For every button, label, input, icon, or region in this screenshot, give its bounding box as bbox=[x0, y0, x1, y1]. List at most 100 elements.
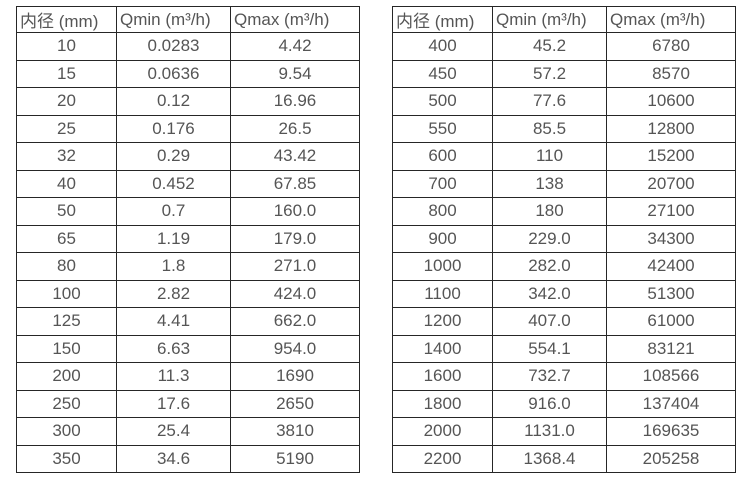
table-cell: 0.0636 bbox=[116, 59, 231, 88]
col-header-diameter: 内径 (mm) bbox=[392, 6, 493, 33]
table-cell: 250 bbox=[16, 389, 117, 418]
table-cell: 2000 bbox=[392, 417, 493, 446]
table-cell: 80 bbox=[16, 252, 117, 281]
col-header-qmax: Qmax (m³/h) bbox=[230, 6, 360, 33]
table-cell: 9.54 bbox=[230, 59, 360, 88]
table-cell: 450 bbox=[392, 59, 493, 88]
table-cell: 205258 bbox=[606, 444, 736, 473]
table-cell: 350 bbox=[16, 444, 117, 473]
table-row: 350 34.6 5190 bbox=[16, 444, 360, 473]
table-cell: 125 bbox=[16, 307, 117, 336]
table-cell: 1400 bbox=[392, 334, 493, 363]
table-cell: 25 bbox=[16, 114, 117, 143]
table-cell: 2200 bbox=[392, 444, 493, 473]
table-row: 80 1.8 271.0 bbox=[16, 252, 360, 281]
table-row: 2000 1131.0 169635 bbox=[392, 417, 736, 446]
table-cell: 954.0 bbox=[230, 334, 360, 363]
table-cell: 1800 bbox=[392, 389, 493, 418]
table-cell: 550 bbox=[392, 114, 493, 143]
flow-table-small-diameters: 内径 (mm) Qmin (m³/h) Qmax (m³/h) 10 0.0283… bbox=[16, 6, 360, 473]
table-cell: 4.42 bbox=[230, 32, 360, 61]
table-cell: 554.1 bbox=[492, 334, 607, 363]
table-cell: 17.6 bbox=[116, 389, 231, 418]
table-cell: 34300 bbox=[606, 224, 736, 253]
table-cell: 10600 bbox=[606, 87, 736, 116]
header-row: 内径 (mm) Qmin (m³/h) Qmax (m³/h) bbox=[392, 6, 736, 33]
table-cell: 342.0 bbox=[492, 279, 607, 308]
table-row: 50 0.7 160.0 bbox=[16, 197, 360, 226]
table-cell: 900 bbox=[392, 224, 493, 253]
table-cell: 4.41 bbox=[116, 307, 231, 336]
table-cell: 1100 bbox=[392, 279, 493, 308]
table-row: 1100 342.0 51300 bbox=[392, 279, 736, 308]
table-row: 2200 1368.4 205258 bbox=[392, 444, 736, 473]
table-row: 32 0.29 43.42 bbox=[16, 142, 360, 171]
table-cell: 45.2 bbox=[492, 32, 607, 61]
table-row: 40 0.452 67.85 bbox=[16, 169, 360, 198]
table-cell: 1000 bbox=[392, 252, 493, 281]
table-cell: 800 bbox=[392, 197, 493, 226]
table-cell: 1368.4 bbox=[492, 444, 607, 473]
table-cell: 25.4 bbox=[116, 417, 231, 446]
table-cell: 51300 bbox=[606, 279, 736, 308]
col-header-diameter: 内径 (mm) bbox=[16, 6, 117, 33]
table-cell: 150 bbox=[16, 334, 117, 363]
table-cell: 700 bbox=[392, 169, 493, 198]
flow-table-large-diameters: 内径 (mm) Qmin (m³/h) Qmax (m³/h) 400 45.2 6… bbox=[392, 6, 736, 473]
table-cell: 732.7 bbox=[492, 362, 607, 391]
table-cell: 11.3 bbox=[116, 362, 231, 391]
table-cell: 12800 bbox=[606, 114, 736, 143]
table-cell: 61000 bbox=[606, 307, 736, 336]
table-cell: 34.6 bbox=[116, 444, 231, 473]
table-cell: 100 bbox=[16, 279, 117, 308]
table-cell: 108566 bbox=[606, 362, 736, 391]
table-body: 400 45.2 6780 450 57.2 8570 500 77.6 10600 550 85.… bbox=[392, 32, 736, 473]
col-header-qmin: Qmin (m³/h) bbox=[116, 6, 231, 33]
table-row: 1000 282.0 42400 bbox=[392, 252, 736, 281]
table-row: 250 17.6 2650 bbox=[16, 389, 360, 418]
table-cell: 180 bbox=[492, 197, 607, 226]
table-cell: 424.0 bbox=[230, 279, 360, 308]
table-row: 150 6.63 954.0 bbox=[16, 334, 360, 363]
table-cell: 1.8 bbox=[116, 252, 231, 281]
table-cell: 40 bbox=[16, 169, 117, 198]
table-row: 300 25.4 3810 bbox=[16, 417, 360, 446]
table-row: 500 77.6 10600 bbox=[392, 87, 736, 116]
table-row: 550 85.5 12800 bbox=[392, 114, 736, 143]
table-cell: 160.0 bbox=[230, 197, 360, 226]
table-cell: 500 bbox=[392, 87, 493, 116]
table-cell: 57.2 bbox=[492, 59, 607, 88]
table-cell: 300 bbox=[16, 417, 117, 446]
table-row: 65 1.19 179.0 bbox=[16, 224, 360, 253]
table-cell: 110 bbox=[492, 142, 607, 171]
table-cell: 600 bbox=[392, 142, 493, 171]
table-cell: 83121 bbox=[606, 334, 736, 363]
table-cell: 916.0 bbox=[492, 389, 607, 418]
table-row: 1200 407.0 61000 bbox=[392, 307, 736, 336]
table-row: 600 110 15200 bbox=[392, 142, 736, 171]
table-row: 125 4.41 662.0 bbox=[16, 307, 360, 336]
table-cell: 3810 bbox=[230, 417, 360, 446]
col-header-qmin: Qmin (m³/h) bbox=[492, 6, 607, 33]
table-row: 1400 554.1 83121 bbox=[392, 334, 736, 363]
table-cell: 20 bbox=[16, 87, 117, 116]
table-cell: 65 bbox=[16, 224, 117, 253]
table-cell: 0.29 bbox=[116, 142, 231, 171]
table-cell: 138 bbox=[492, 169, 607, 198]
table-row: 10 0.0283 4.42 bbox=[16, 32, 360, 61]
header-row: 内径 (mm) Qmin (m³/h) Qmax (m³/h) bbox=[16, 6, 360, 33]
table-cell: 27100 bbox=[606, 197, 736, 226]
table-row: 20 0.12 16.96 bbox=[16, 87, 360, 116]
table-cell: 271.0 bbox=[230, 252, 360, 281]
table-cell: 0.176 bbox=[116, 114, 231, 143]
table-row: 900 229.0 34300 bbox=[392, 224, 736, 253]
table-cell: 0.7 bbox=[116, 197, 231, 226]
table-cell: 1.19 bbox=[116, 224, 231, 253]
table-cell: 200 bbox=[16, 362, 117, 391]
table-cell: 6780 bbox=[606, 32, 736, 61]
table-cell: 85.5 bbox=[492, 114, 607, 143]
table-row: 200 11.3 1690 bbox=[16, 362, 360, 391]
table-cell: 407.0 bbox=[492, 307, 607, 336]
table-row: 25 0.176 26.5 bbox=[16, 114, 360, 143]
table-cell: 10 bbox=[16, 32, 117, 61]
